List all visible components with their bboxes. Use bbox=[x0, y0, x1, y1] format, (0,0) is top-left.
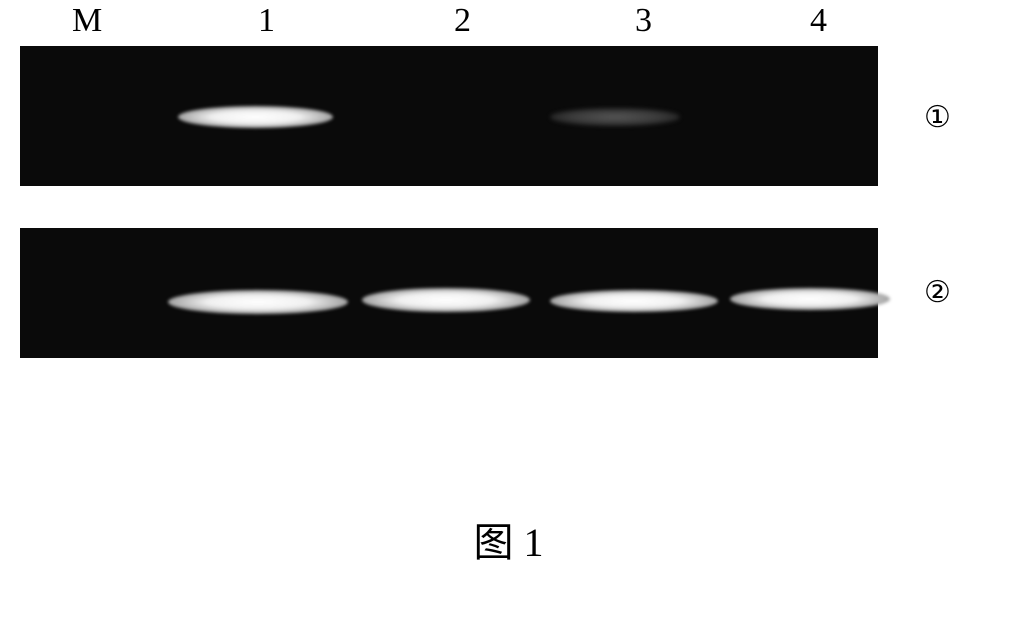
band-p1-lane3 bbox=[550, 108, 680, 126]
band-p2-lane3 bbox=[550, 290, 718, 312]
lane-label-4: 4 bbox=[810, 2, 827, 40]
panel-label-2: ② bbox=[924, 275, 951, 310]
gel-panel-1 bbox=[20, 46, 878, 186]
lane-label-marker: M bbox=[72, 2, 102, 40]
gel-panel-2 bbox=[20, 228, 878, 358]
band-p2-lane1 bbox=[168, 290, 348, 314]
lane-label-2: 2 bbox=[454, 2, 471, 40]
lane-label-3: 3 bbox=[635, 2, 652, 40]
band-p2-lane4 bbox=[730, 288, 890, 310]
band-p2-lane2 bbox=[362, 288, 530, 312]
figure-caption: 图 1 bbox=[474, 510, 544, 568]
band-p1-lane1 bbox=[178, 106, 333, 128]
gel-figure: M 1 2 3 4 ① ② 图 1 bbox=[0, 0, 1017, 628]
panel-label-1: ① bbox=[924, 100, 951, 135]
lane-label-1: 1 bbox=[258, 2, 275, 40]
